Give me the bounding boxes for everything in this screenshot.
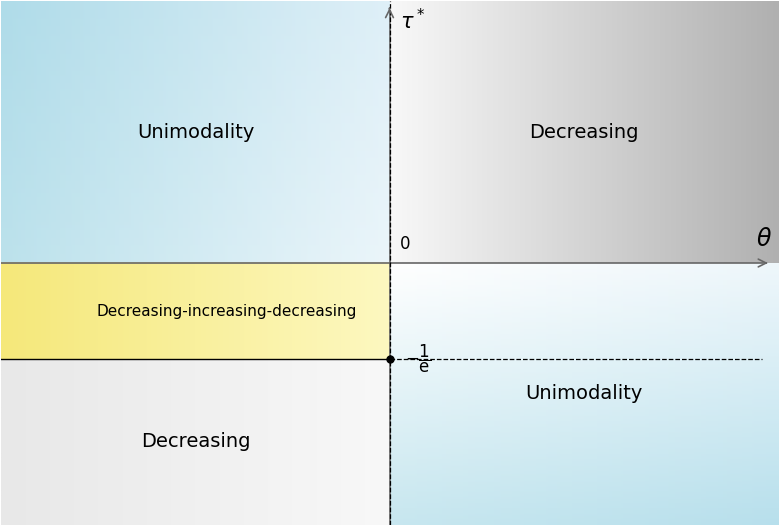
Text: $\theta$: $\theta$ [756,227,772,251]
Text: 0: 0 [400,235,411,252]
Text: Decreasing-increasing-decreasing: Decreasing-increasing-decreasing [97,304,357,319]
Text: $\tau^*$: $\tau^*$ [400,8,425,33]
Text: Unimodality: Unimodality [137,123,254,141]
Text: $-\dfrac{1}{\mathrm{e}}$: $-\dfrac{1}{\mathrm{e}}$ [405,343,432,376]
Text: Decreasing: Decreasing [529,123,638,141]
Text: Unimodality: Unimodality [525,385,642,403]
Text: Decreasing: Decreasing [141,432,250,451]
